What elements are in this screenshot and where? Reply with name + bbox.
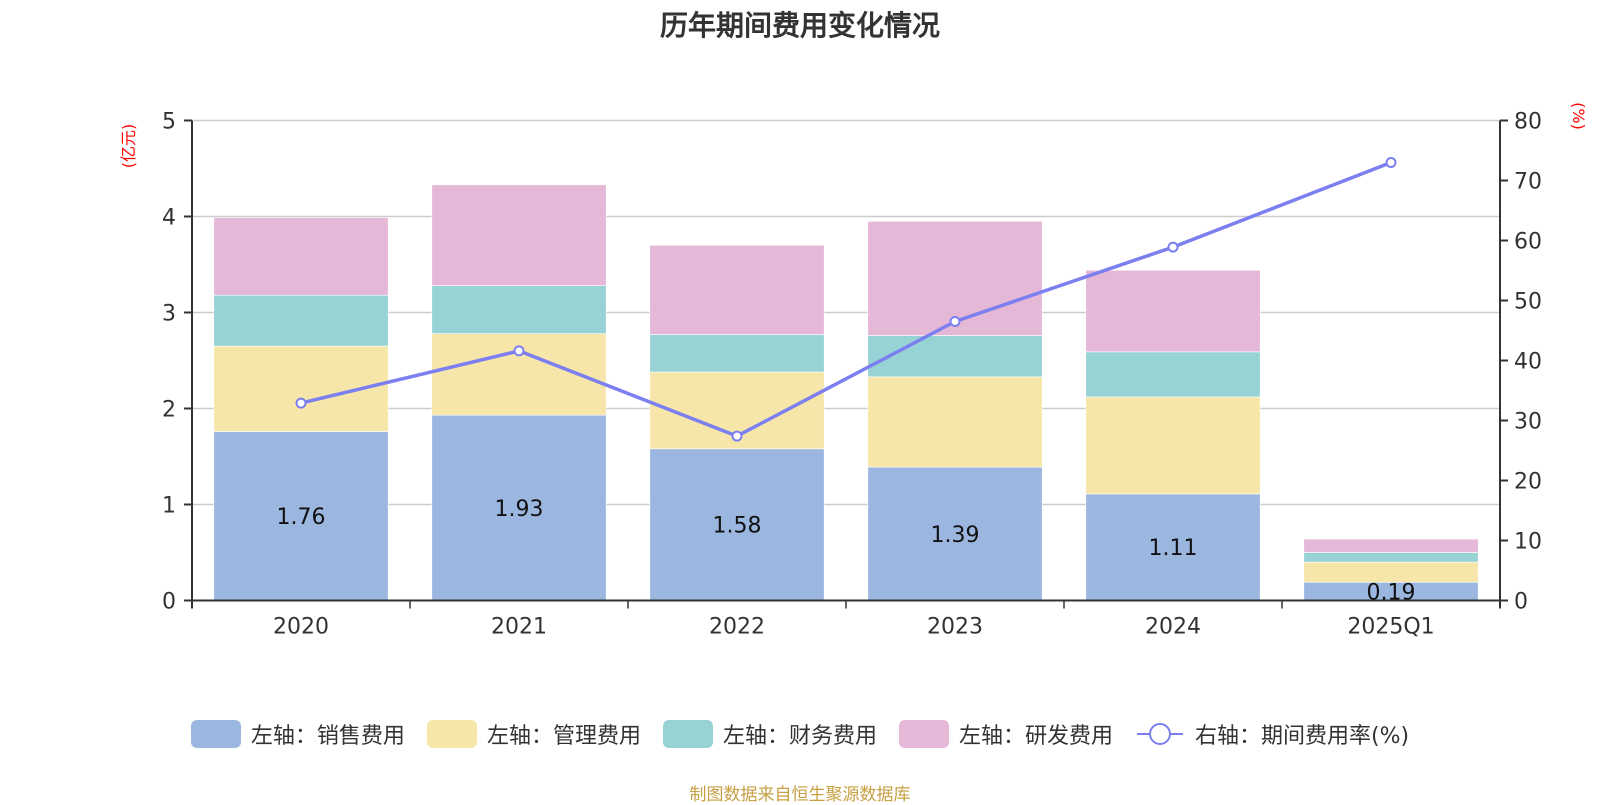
legend-item-sales[interactable]: 左轴：销售费用: [190, 718, 405, 750]
left-tick-label: 2: [162, 398, 176, 423]
legend-label-finance: 左轴：财务费用: [722, 724, 877, 749]
expense-rate-point-2025Q1: [1385, 157, 1397, 168]
right-tick-label: 80: [1514, 110, 1542, 135]
legend-swatch-finance: [662, 720, 713, 748]
bar-segment-2025Q1-1: [1303, 561, 1479, 583]
bar-data-label: 1.39: [931, 523, 980, 548]
x-tick-label: 2020: [273, 615, 329, 640]
line-marker-icon: [1136, 723, 1183, 745]
bar-data-label: 1.58: [713, 514, 762, 539]
expense-rate-point-2024: [1167, 241, 1179, 253]
bar-data-label: 1.11: [1149, 536, 1198, 561]
right-tick-label: 70: [1514, 170, 1542, 195]
left-tick-label: 4: [162, 206, 176, 231]
legend: 左轴：销售费用 左轴：管理费用 左轴：财务费用 左轴：研发费用 右轴：期间费用率…: [0, 718, 1600, 750]
legend-label-sales: 左轴：销售费用: [250, 724, 405, 749]
expense-rate-point-2021: [513, 345, 525, 357]
bar-segment-2021-0: [431, 414, 607, 601]
bar-data-label: 0.19: [1367, 580, 1416, 605]
left-tick-label: 3: [162, 302, 176, 327]
x-tick-label: 2022: [709, 615, 765, 640]
bar-data-label: 1.76: [277, 505, 326, 530]
legend-label-expense-rate: 右轴：期间费用率(%): [1194, 724, 1410, 749]
right-axis-unit-label: (%): [1569, 102, 1588, 130]
bar-segment-2021-3: [431, 184, 607, 286]
x-tick-label: 2023: [927, 615, 983, 640]
right-tick-label: 40: [1514, 350, 1542, 375]
bar-data-label: 1.93: [495, 497, 544, 522]
legend-swatch-sales: [190, 720, 241, 748]
legend-label-management: 左轴：管理费用: [486, 724, 641, 749]
expense-rate-point-2020: [295, 397, 307, 409]
bar-segment-2021-2: [431, 285, 607, 334]
left-axis-unit-label: (亿元): [119, 124, 138, 169]
bar-segment-2022-3: [649, 245, 825, 335]
right-tick-label: 30: [1514, 410, 1542, 435]
bar-segment-2020-2: [213, 294, 389, 347]
source-note: 制图数据来自恒生聚源数据库: [689, 785, 911, 805]
legend-swatch-rnd: [898, 720, 949, 748]
x-tick-label: 2021: [491, 615, 547, 640]
left-tick-label: 1: [162, 494, 176, 519]
bar-segment-2024-2: [1085, 351, 1261, 398]
right-tick-label: 20: [1514, 470, 1542, 495]
left-tick-label: 5: [162, 110, 176, 135]
expense-rate-point-2023: [949, 316, 961, 327]
bar-segment-2025Q1-2: [1303, 552, 1479, 563]
legend-item-management[interactable]: 左轴：管理费用: [426, 718, 641, 750]
bar-segment-2024-1: [1085, 396, 1261, 495]
right-tick-label: 0: [1514, 590, 1528, 615]
legend-label-rnd: 左轴：研发费用: [958, 724, 1113, 749]
bar-segment-2020-0: [213, 431, 389, 601]
bar-segment-2024-3: [1085, 269, 1261, 353]
bar-segment-2022-2: [649, 334, 825, 373]
expense-rate-point-2022: [731, 430, 743, 442]
left-tick-label: 0: [162, 590, 176, 615]
bar-segment-2025Q1-3: [1303, 538, 1479, 553]
legend-item-finance[interactable]: 左轴：财务费用: [662, 718, 877, 750]
right-tick-label: 50: [1514, 290, 1542, 315]
legend-swatch-management: [426, 720, 477, 748]
legend-item-rnd[interactable]: 左轴：研发费用: [898, 718, 1113, 750]
bar-segment-2022-0: [649, 448, 825, 601]
x-tick-label: 2025Q1: [1347, 615, 1434, 640]
x-tick-label: 2024: [1145, 615, 1201, 640]
bar-segment-2020-3: [213, 217, 389, 296]
legend-item-expense-rate[interactable]: 右轴：期间费用率(%): [1135, 718, 1409, 750]
right-tick-label: 10: [1514, 530, 1542, 555]
right-tick-label: 60: [1514, 230, 1542, 255]
bar-segment-2023-2: [867, 335, 1043, 378]
expense-rate-line: [300, 160, 1392, 438]
bar-segment-2023-1: [867, 376, 1043, 468]
chart-title: 历年期间费用变化情况: [659, 9, 940, 42]
